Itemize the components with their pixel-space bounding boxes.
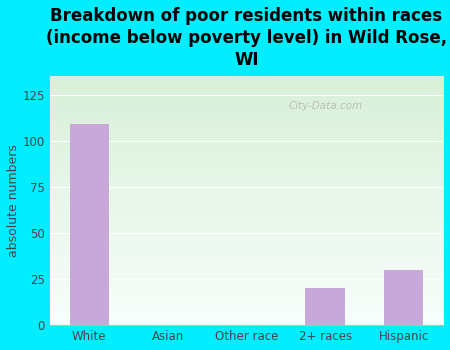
Bar	[70, 124, 109, 325]
Text: City-Data.com: City-Data.com	[288, 101, 362, 111]
Title: Breakdown of poor residents within races
(income below poverty level) in Wild Ro: Breakdown of poor residents within races…	[46, 7, 447, 69]
Bar	[306, 288, 345, 325]
Bar	[384, 270, 423, 325]
Y-axis label: absolute numbers: absolute numbers	[7, 145, 20, 257]
